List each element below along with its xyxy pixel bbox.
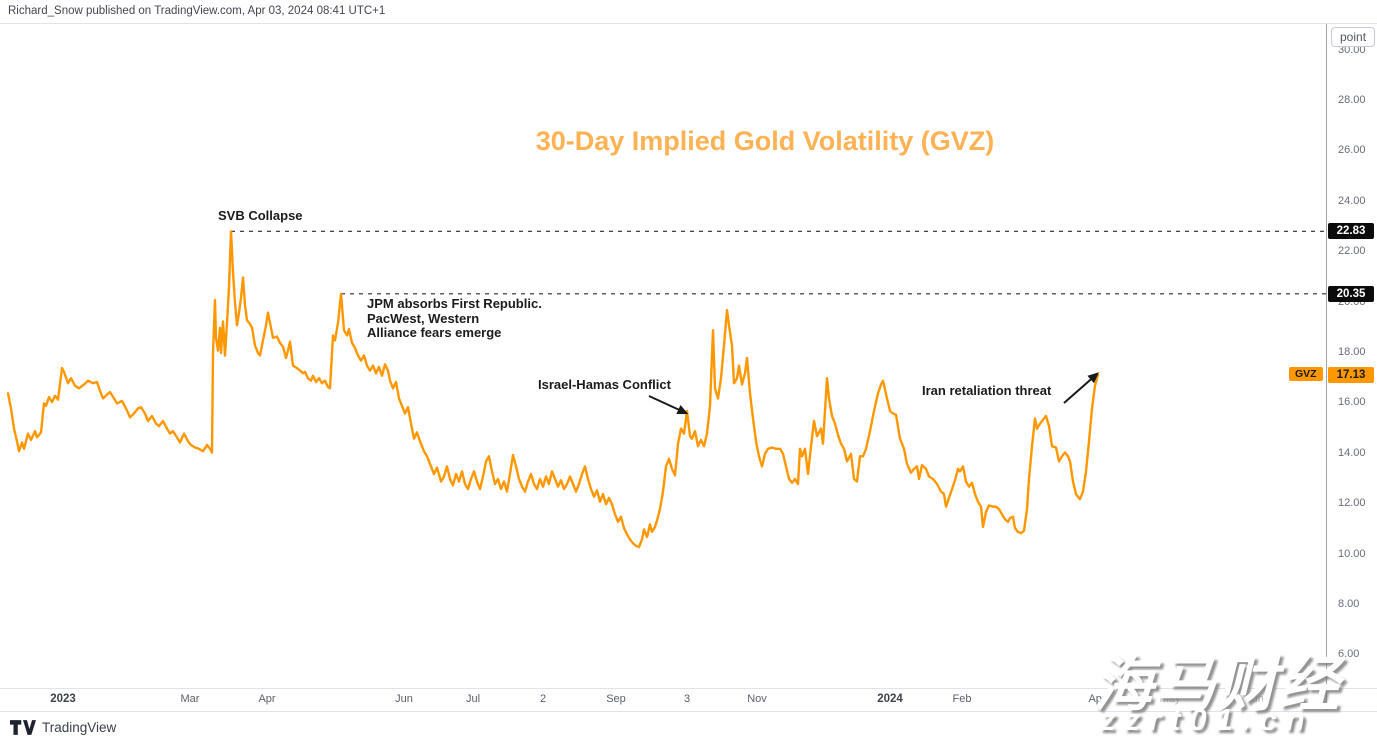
time-label-Mar: Mar (180, 693, 200, 705)
israel-hamas-arrow (648, 395, 689, 415)
time-label-Jul: Jul (465, 693, 481, 705)
point-unit-button[interactable]: point (1331, 27, 1376, 47)
price-tick-16.00: 16.00 (1338, 396, 1366, 409)
time-label-2: 2 (539, 693, 547, 705)
time-label-May: May (1159, 693, 1181, 705)
time-label-2024: 2024 (877, 693, 903, 705)
attribution-bar: Richard_Snow published on TradingView.co… (0, 0, 1377, 24)
price-tick-8.00: 8.00 (1338, 598, 1360, 610)
time-label-Apr: Apr (1088, 693, 1106, 705)
time-label-3: 3 (683, 693, 691, 705)
price-tick-12.00: 12.00 (1338, 497, 1366, 510)
footer-bar: TradingView (0, 711, 1377, 742)
time-label-Nov: Nov (747, 693, 767, 705)
time-label-Sep: Sep (606, 693, 626, 705)
annotation-israel-hamas[interactable]: Israel-Hamas Conflict (538, 377, 671, 392)
tradingview-logo-text: TradingView (42, 719, 117, 735)
time-label-Apr: Apr (258, 693, 276, 705)
price-tick-14.00: 14.00 (1338, 446, 1366, 459)
marked-price-label-20.35: 20.35 (1328, 285, 1374, 302)
iran-arrow (1063, 372, 1099, 404)
price-tick-26.00: 26.00 (1338, 144, 1366, 157)
marked-price-label-22.83: 22.83 (1328, 223, 1374, 240)
gvz-symbol-badge: GVZ (1289, 366, 1323, 381)
tradingview-logo-link[interactable]: TradingView (10, 720, 116, 735)
last-price-label: 17.13 (1328, 366, 1374, 383)
price-axis[interactable]: point 30.0028.0026.0024.0022.0020.0018.0… (1326, 24, 1377, 688)
price-tick-22.00: 22.00 (1338, 245, 1366, 258)
annotation-jpm-first-republic[interactable]: JPM absorbs First Republic. PacWest, Wes… (367, 296, 542, 340)
time-label-Jun: Jun (395, 693, 413, 705)
chart-title: 30-Day Implied Gold Volatility (GVZ) (535, 126, 995, 156)
attribution-text: Richard_Snow published on TradingView.co… (8, 5, 386, 17)
time-label-2023: 2023 (50, 693, 76, 705)
price-tick-28.00: 28.00 (1338, 94, 1366, 106)
price-tick-24.00: 24.00 (1338, 194, 1366, 207)
gvz-series-line[interactable] (6, 230, 1100, 549)
price-tick-6.00: 6.00 (1338, 648, 1360, 661)
price-tick-18.00: 18.00 (1338, 346, 1366, 358)
price-tick-10.00: 10.00 (1338, 547, 1366, 560)
time-label-Jun: Jun (1246, 693, 1264, 705)
annotation-iran-retaliation[interactable]: Iran retaliation threat (922, 383, 1052, 398)
time-axis[interactable]: 2023 Mar Apr Jun Jul 2 Sep 3 Nov 2024 Feb Apr May Jun (0, 688, 1377, 711)
time-label-Feb: Feb (952, 693, 972, 705)
tradingview-logo-icon (10, 719, 36, 735)
annotation-svb-collapse[interactable]: SVB Collapse (218, 208, 303, 223)
axis-separator (1326, 688, 1327, 711)
